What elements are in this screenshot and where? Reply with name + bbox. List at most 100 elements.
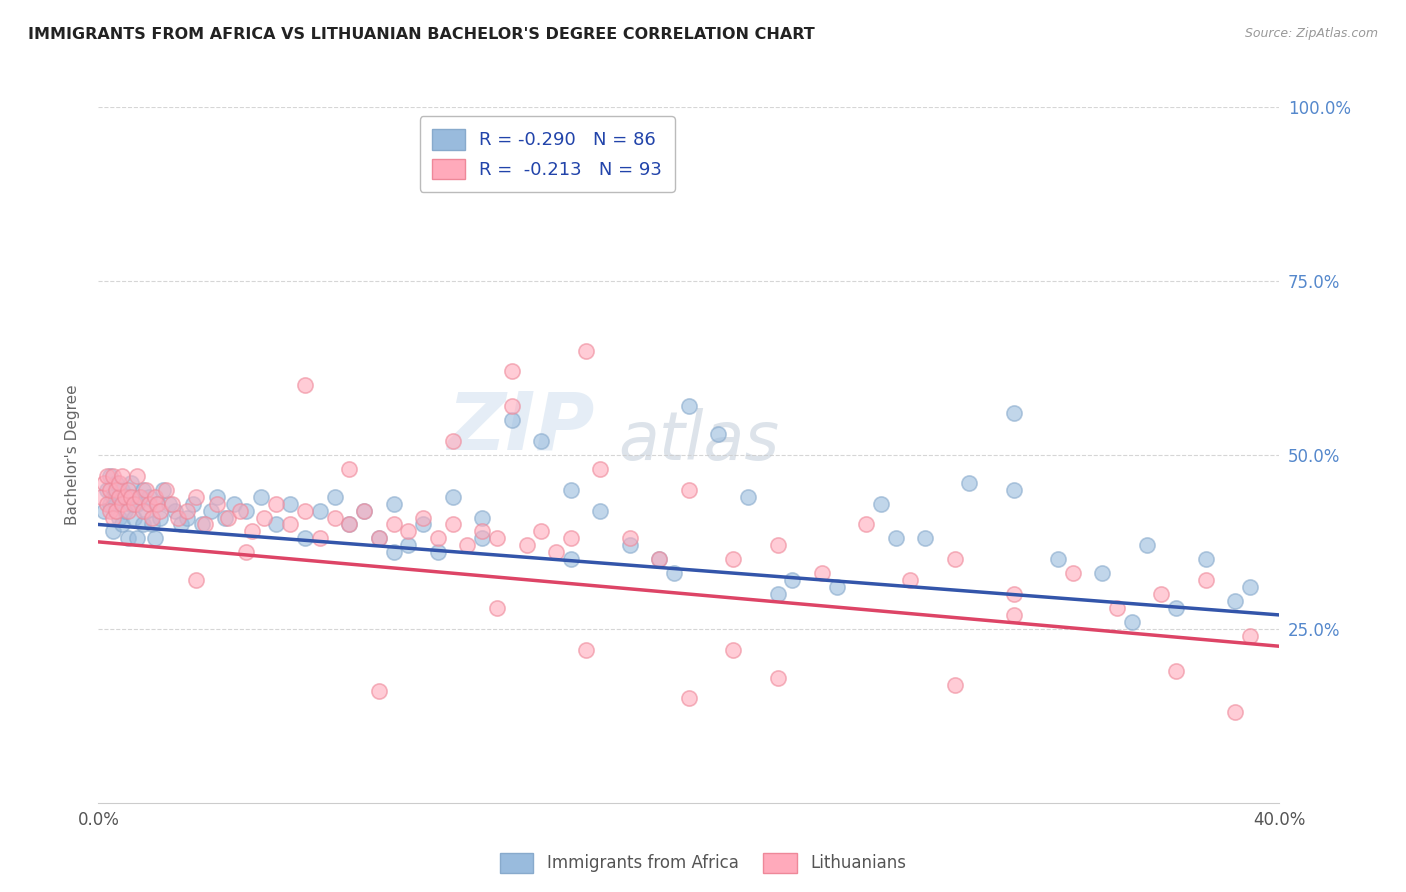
- Point: [339, 517, 360, 532]
- Point: [125, 532, 148, 546]
- Point: [138, 490, 160, 504]
- Point: [105, 483, 128, 497]
- Point: [737, 490, 759, 504]
- Point: [235, 503, 257, 517]
- Point: [486, 601, 509, 615]
- Legend: Immigrants from Africa, Lithuanians: Immigrants from Africa, Lithuanians: [494, 847, 912, 880]
- Point: [103, 490, 125, 504]
- Point: [135, 503, 157, 517]
- Point: [111, 497, 134, 511]
- Point: [264, 497, 287, 511]
- Point: [501, 364, 523, 378]
- Point: [515, 538, 537, 552]
- Point: [810, 566, 832, 581]
- Point: [1135, 538, 1157, 552]
- Point: [143, 490, 166, 504]
- Point: [339, 462, 360, 476]
- Point: [441, 517, 464, 532]
- Point: [309, 503, 332, 517]
- Point: [105, 475, 128, 490]
- Point: [1002, 587, 1025, 601]
- Point: [132, 517, 155, 532]
- Point: [224, 497, 246, 511]
- Point: [93, 503, 115, 517]
- Point: [278, 517, 302, 532]
- Point: [240, 524, 263, 539]
- Point: [619, 532, 641, 546]
- Point: [103, 468, 125, 483]
- Text: IMMIGRANTS FROM AFRICA VS LITHUANIAN BACHELOR'S DEGREE CORRELATION CHART: IMMIGRANTS FROM AFRICA VS LITHUANIAN BAC…: [28, 27, 815, 42]
- Point: [146, 497, 169, 511]
- Point: [132, 483, 155, 497]
- Point: [309, 532, 332, 546]
- Point: [339, 517, 360, 532]
- Point: [125, 468, 148, 483]
- Point: [782, 573, 804, 587]
- Point: [294, 378, 316, 392]
- Point: [855, 517, 877, 532]
- Point: [412, 510, 434, 524]
- Point: [1223, 706, 1246, 720]
- Point: [253, 510, 276, 524]
- Point: [368, 532, 391, 546]
- Point: [471, 532, 494, 546]
- Point: [96, 483, 118, 497]
- Point: [128, 490, 150, 504]
- Point: [181, 497, 204, 511]
- Point: [589, 462, 612, 476]
- Point: [1223, 594, 1246, 608]
- Point: [176, 503, 198, 517]
- Point: [162, 497, 183, 511]
- Point: [1164, 601, 1187, 615]
- Point: [353, 503, 375, 517]
- Point: [914, 532, 936, 546]
- Point: [707, 427, 730, 442]
- Point: [117, 483, 139, 497]
- Point: [1105, 601, 1128, 615]
- Point: [294, 532, 316, 546]
- Y-axis label: Bachelor's Degree: Bachelor's Degree: [65, 384, 80, 525]
- Point: [155, 483, 177, 497]
- Point: [1195, 573, 1218, 587]
- Point: [229, 503, 252, 517]
- Point: [200, 503, 222, 517]
- Point: [120, 490, 142, 504]
- Point: [589, 503, 612, 517]
- Point: [1002, 607, 1025, 622]
- Point: [176, 510, 198, 524]
- Point: [884, 532, 907, 546]
- Point: [396, 524, 419, 539]
- Point: [149, 510, 172, 524]
- Point: [103, 524, 125, 539]
- Point: [120, 497, 142, 511]
- Point: [382, 545, 405, 559]
- Point: [98, 503, 121, 517]
- Point: [427, 532, 450, 546]
- Point: [111, 517, 134, 532]
- Point: [869, 497, 891, 511]
- Point: [825, 580, 848, 594]
- Point: [114, 503, 136, 517]
- Point: [214, 510, 236, 524]
- Point: [125, 497, 148, 511]
- Point: [122, 510, 145, 524]
- Text: ZIP: ZIP: [447, 388, 595, 467]
- Point: [382, 497, 405, 511]
- Point: [766, 538, 789, 552]
- Point: [723, 642, 745, 657]
- Point: [441, 490, 464, 504]
- Point: [943, 677, 966, 691]
- Point: [1046, 552, 1069, 566]
- Point: [96, 468, 118, 483]
- Point: [98, 497, 121, 511]
- Point: [120, 475, 142, 490]
- Point: [132, 503, 155, 517]
- Point: [111, 483, 134, 497]
- Point: [170, 517, 193, 532]
- Point: [1195, 552, 1218, 566]
- Point: [546, 545, 568, 559]
- Point: [250, 490, 273, 504]
- Point: [90, 490, 112, 504]
- Point: [141, 517, 163, 532]
- Point: [1239, 580, 1261, 594]
